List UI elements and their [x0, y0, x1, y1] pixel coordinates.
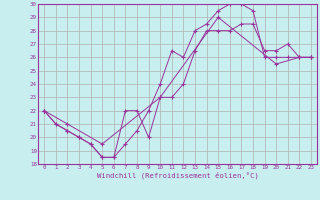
- X-axis label: Windchill (Refroidissement éolien,°C): Windchill (Refroidissement éolien,°C): [97, 172, 259, 179]
